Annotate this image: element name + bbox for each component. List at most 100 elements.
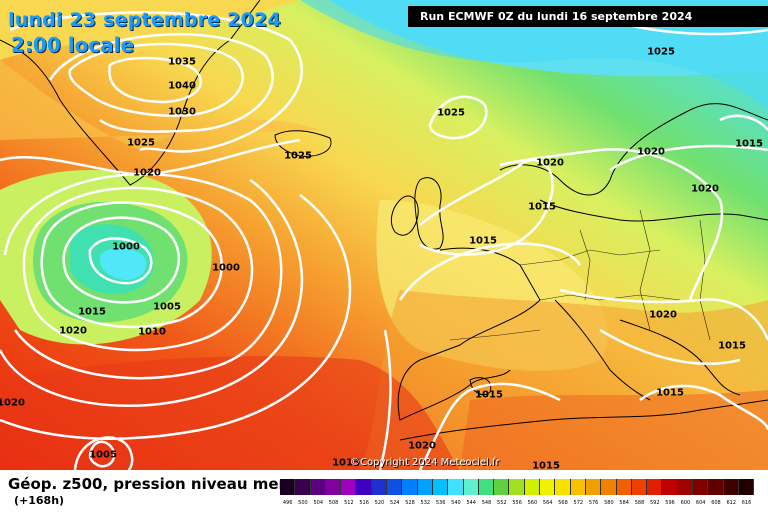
scale-swatch bbox=[601, 479, 617, 495]
isobar-1015-med bbox=[418, 382, 561, 470]
isobar-label: 1015 bbox=[332, 457, 360, 469]
scale-swatch bbox=[693, 479, 709, 495]
scale-swatch bbox=[555, 479, 571, 495]
isobar-label: 1015 bbox=[469, 235, 497, 247]
scale-label: 500 bbox=[298, 500, 308, 506]
scale-label: 508 bbox=[328, 500, 339, 506]
color-scale bbox=[280, 479, 755, 495]
scale-swatch bbox=[738, 479, 755, 495]
isobar-label: 1015 bbox=[532, 460, 560, 471]
forecast-date: lundi 23 septembre 2024 bbox=[8, 9, 281, 31]
isobar-label: 1020 bbox=[649, 309, 677, 321]
isobar-1020-east bbox=[559, 288, 768, 341]
isobar-1010-south bbox=[73, 436, 134, 470]
britain-coast bbox=[414, 177, 444, 250]
scale-swatch bbox=[387, 479, 403, 495]
scale-label: 516 bbox=[359, 500, 369, 506]
isobar-label: 1005 bbox=[153, 301, 181, 313]
low-core bbox=[99, 247, 147, 280]
isobar-label: 1020 bbox=[637, 146, 665, 158]
border-1 bbox=[519, 249, 661, 266]
scale-label: 608 bbox=[711, 500, 721, 506]
border-3 bbox=[579, 229, 591, 301]
isobar-label: 1015 bbox=[735, 138, 763, 150]
scale-label: 596 bbox=[665, 500, 675, 506]
greenland-coast bbox=[0, 0, 261, 186]
copyright: ©Copyright 2024 Meteociel.fr bbox=[350, 457, 500, 468]
border-2 bbox=[539, 294, 681, 301]
scale-label: 616 bbox=[741, 500, 752, 506]
isobar-1000-outer bbox=[62, 216, 181, 304]
scale-label: 592 bbox=[650, 500, 660, 506]
scandinavia-coast bbox=[499, 103, 768, 196]
scale-swatch bbox=[723, 479, 739, 495]
scale-swatch bbox=[280, 479, 296, 495]
isobar-label: 1020 bbox=[408, 440, 436, 452]
scale-label: 580 bbox=[604, 500, 614, 506]
isobar-label: 1040 bbox=[168, 80, 196, 92]
isobar-1000-inner bbox=[88, 237, 153, 285]
isobar-label: 1015 bbox=[528, 201, 556, 213]
isobar-label: 1015 bbox=[718, 340, 746, 352]
scale-label: 584 bbox=[619, 500, 629, 506]
scale-swatch bbox=[494, 479, 510, 495]
scale-swatch bbox=[509, 479, 525, 495]
band-light-blue bbox=[300, 0, 768, 110]
france-iberia-coast bbox=[397, 247, 541, 421]
legend-footer: Géop. z500, pression niveau mer (+168h) … bbox=[0, 470, 768, 512]
isobar-1010 bbox=[22, 186, 254, 352]
scale-label: 564 bbox=[542, 500, 553, 506]
isobar-label: 1020 bbox=[536, 157, 564, 169]
isobar-1020-iberia bbox=[378, 329, 392, 470]
scale-label: 540 bbox=[451, 500, 461, 506]
italy-coast bbox=[554, 299, 651, 401]
isobar-label: 1020 bbox=[59, 325, 87, 337]
scale-swatch bbox=[432, 479, 449, 495]
map-title: Géop. z500, pression niveau mer bbox=[8, 475, 286, 493]
isobar-1015-se bbox=[639, 384, 768, 431]
scale-swatch bbox=[708, 479, 724, 495]
scale-label: 548 bbox=[481, 500, 492, 506]
isobar-label: 1025 bbox=[284, 150, 312, 162]
scale-swatch bbox=[647, 479, 663, 495]
ireland-coast bbox=[390, 195, 419, 236]
band-red-southeast bbox=[460, 390, 768, 470]
scale-label: 524 bbox=[389, 500, 400, 506]
isobar-1015-far-ne bbox=[719, 114, 768, 131]
scale-label: 576 bbox=[588, 500, 599, 506]
scale-swatch bbox=[540, 479, 556, 495]
band-orange-north bbox=[0, 60, 320, 150]
isobar-1005 bbox=[40, 201, 223, 329]
scale-swatch bbox=[478, 479, 495, 495]
scale-label: 504 bbox=[313, 500, 324, 506]
isobar-label: 1020 bbox=[133, 167, 161, 179]
isobar-1015-britain bbox=[419, 158, 554, 256]
isobar-label: 1020 bbox=[0, 397, 25, 409]
scale-swatch bbox=[371, 479, 388, 495]
baltic-coast bbox=[539, 199, 768, 222]
scale-label: 604 bbox=[695, 500, 706, 506]
border-6 bbox=[449, 329, 541, 341]
isobar-label: 1015 bbox=[475, 389, 503, 401]
scale-swatch bbox=[585, 479, 602, 495]
scale-label: 512 bbox=[344, 500, 354, 506]
scale-label: 612 bbox=[726, 500, 737, 506]
scale-label: 544 bbox=[466, 500, 476, 506]
isobar-label: 1025 bbox=[647, 46, 675, 58]
scale-label: 568 bbox=[558, 500, 568, 506]
isobar-1030 bbox=[48, 33, 274, 133]
isobar-label: 1000 bbox=[212, 262, 240, 274]
isobar-label: 1020 bbox=[691, 183, 719, 195]
scale-swatch bbox=[448, 479, 464, 495]
isobar-1025-west bbox=[0, 194, 352, 440]
isobar-1005-south bbox=[88, 440, 116, 468]
borders bbox=[449, 209, 711, 341]
isobar-1025-north bbox=[9, 11, 304, 153]
isobar-label: 1015 bbox=[656, 387, 684, 399]
isobar-1015-france bbox=[398, 242, 582, 301]
border-4 bbox=[639, 209, 651, 331]
scale-swatch bbox=[341, 479, 357, 495]
isobars bbox=[0, 8, 768, 470]
isobar-1040 bbox=[108, 56, 202, 104]
scale-swatch bbox=[417, 479, 433, 495]
